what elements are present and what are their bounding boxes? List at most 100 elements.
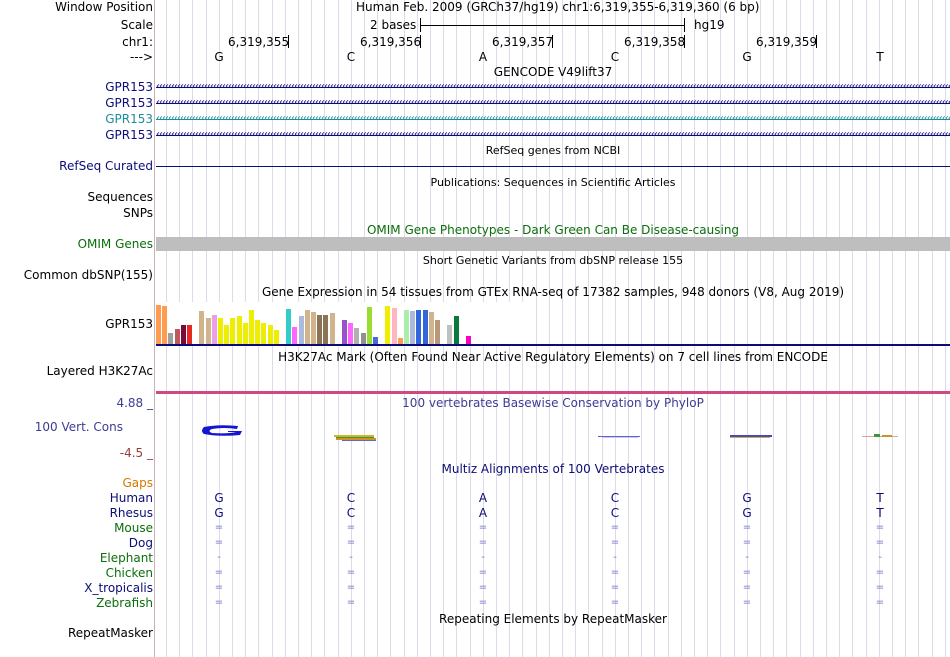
alignment-base: = <box>346 582 356 593</box>
gtex-tissue-bar[interactable] <box>187 325 192 345</box>
gtex-tissue-bar[interactable] <box>255 320 260 345</box>
sequences-label[interactable]: Sequences <box>87 190 153 204</box>
logo-t-smear <box>862 434 898 437</box>
alignment-base: = <box>875 582 885 593</box>
h3k27ac-track-label[interactable]: Layered H3K27Ac <box>46 364 153 378</box>
alignment-base: = <box>875 537 885 548</box>
gtex-tissue-bar[interactable] <box>311 312 316 345</box>
gtex-track-label[interactable]: GPR153 <box>105 317 153 331</box>
gtex-tissue-bar[interactable] <box>342 320 347 345</box>
gtex-tissue-bar[interactable] <box>286 309 291 345</box>
chrom-label[interactable]: chr1: <box>122 35 153 49</box>
species-label[interactable]: Elephant <box>99 551 153 565</box>
gtex-bars[interactable] <box>156 302 536 345</box>
gtex-tissue-bar[interactable] <box>237 316 242 345</box>
snps-label[interactable]: SNPs <box>123 206 153 220</box>
alignment-base: = <box>214 522 224 533</box>
species-label[interactable]: Mouse <box>114 521 153 535</box>
gtex-tissue-bar[interactable] <box>416 310 421 345</box>
gtex-tissue-bar[interactable] <box>181 325 186 345</box>
gtex-tissue-bar[interactable] <box>385 306 390 345</box>
gencode-gene-line[interactable]: ‹‹‹‹‹‹‹‹‹‹‹‹‹‹‹‹‹‹‹‹‹‹‹‹‹‹‹‹‹‹‹‹‹‹‹‹‹‹‹‹… <box>156 128 950 142</box>
gtex-tissue-bar[interactable] <box>466 336 471 345</box>
gridline <box>628 0 629 657</box>
gencode-gene-line[interactable]: ‹‹‹‹‹‹‹‹‹‹‹‹‹‹‹‹‹‹‹‹‹‹‹‹‹‹‹‹‹‹‹‹‹‹‹‹‹‹‹‹… <box>156 80 950 94</box>
omim-gene-bar[interactable] <box>156 237 950 251</box>
publications-track-title: Publications: Sequences in Scientific Ar… <box>430 176 676 189</box>
gtex-tissue-bar[interactable] <box>212 315 217 345</box>
gtex-tissue-bar[interactable] <box>454 316 459 345</box>
ruler-base: T <box>876 50 884 64</box>
gtex-tissue-bar[interactable] <box>268 325 273 345</box>
conservation-logo[interactable] <box>156 420 950 446</box>
conservation-track-label[interactable]: 100 Vert. Cons <box>34 420 123 434</box>
species-label[interactable]: Rhesus <box>109 506 153 520</box>
gtex-tissue-bar[interactable] <box>199 311 204 345</box>
gridline <box>852 0 853 657</box>
gtex-tissue-bar[interactable] <box>175 329 180 345</box>
gtex-tissue-bar[interactable] <box>292 327 297 345</box>
gtex-tissue-bar[interactable] <box>249 310 254 345</box>
gtex-tissue-bar[interactable] <box>354 328 359 345</box>
gtex-tissue-bar[interactable] <box>435 320 440 345</box>
gtex-tissue-bar[interactable] <box>429 312 434 345</box>
omim-track-label[interactable]: OMIM Genes <box>77 237 153 251</box>
gtex-tissue-bar[interactable] <box>261 323 266 345</box>
gtex-tissue-bar[interactable] <box>162 306 167 345</box>
alignment-base: G <box>742 506 752 520</box>
gtex-tissue-bar[interactable] <box>168 333 173 345</box>
ruler-tick-mark <box>684 35 685 48</box>
gtex-tissue-bar[interactable] <box>218 318 223 345</box>
gridline <box>932 0 933 657</box>
gtex-tissue-bar[interactable] <box>348 323 353 345</box>
gtex-tissue-bar[interactable] <box>373 337 378 345</box>
species-label[interactable]: Dog <box>128 536 153 550</box>
gtex-tissue-bar[interactable] <box>410 311 415 345</box>
gencode-track-title: GENCODE V49lift37 <box>493 65 613 79</box>
alignment-base: A <box>478 491 488 505</box>
gencode-gene-line[interactable]: ‹‹‹‹‹‹‹‹‹‹‹‹‹‹‹‹‹‹‹‹‹‹‹‹‹‹‹‹‹‹‹‹‹‹‹‹‹‹‹‹… <box>156 112 950 126</box>
gridline <box>536 0 537 657</box>
gencode-gene-label[interactable]: GPR153 <box>105 128 153 142</box>
gaps-label[interactable]: Gaps <box>122 476 153 490</box>
species-label[interactable]: X_tropicalis <box>84 581 153 595</box>
gtex-tissue-bar[interactable] <box>447 325 452 345</box>
gtex-tissue-bar[interactable] <box>404 310 409 345</box>
gtex-tissue-bar[interactable] <box>330 313 335 345</box>
strand-label[interactable]: ---> <box>129 50 153 64</box>
dbsnp-track-label[interactable]: Common dbSNP(155) <box>23 268 153 282</box>
gtex-tissue-bar[interactable] <box>243 323 248 345</box>
alignment-base: - <box>613 552 617 563</box>
gtex-tissue-bar[interactable] <box>274 330 279 345</box>
gtex-tissue-bar[interactable] <box>206 318 211 345</box>
species-label[interactable]: Human <box>109 491 153 505</box>
gtex-tissue-bar[interactable] <box>156 305 161 345</box>
gtex-tissue-bar[interactable] <box>398 338 403 345</box>
gtex-tissue-bar[interactable] <box>423 310 428 345</box>
gtex-tissue-bar[interactable] <box>323 315 328 345</box>
h3k27ac-signal-line[interactable] <box>156 391 950 394</box>
gencode-gene-label[interactable]: GPR153 <box>105 80 153 94</box>
gtex-tissue-bar[interactable] <box>305 310 310 345</box>
species-label[interactable]: Chicken <box>105 566 153 580</box>
gtex-tissue-bar[interactable] <box>224 325 229 345</box>
refseq-track-label[interactable]: RefSeq Curated <box>59 159 153 173</box>
gtex-expression-chart[interactable] <box>156 300 950 346</box>
gtex-tissue-bar[interactable] <box>299 316 304 345</box>
gtex-tissue-bar[interactable] <box>361 333 366 345</box>
alignment-base: - <box>481 552 485 563</box>
gencode-gene-line[interactable]: ‹‹‹‹‹‹‹‹‹‹‹‹‹‹‹‹‹‹‹‹‹‹‹‹‹‹‹‹‹‹‹‹‹‹‹‹‹‹‹‹… <box>156 96 950 110</box>
gtex-tissue-bar[interactable] <box>367 307 372 345</box>
repeatmasker-track-label[interactable]: RepeatMasker <box>67 626 153 640</box>
gtex-track-title: Gene Expression in 54 tissues from GTEx … <box>261 285 845 299</box>
gtex-tissue-bar[interactable] <box>392 308 397 345</box>
gencode-gene-label[interactable]: GPR153 <box>105 112 153 126</box>
gencode-gene-label[interactable]: GPR153 <box>105 96 153 110</box>
gtex-tissue-bar[interactable] <box>230 318 235 345</box>
ruler-base: A <box>478 50 488 64</box>
alignment-base: = <box>346 522 356 533</box>
refseq-gene-line[interactable] <box>156 166 950 167</box>
gtex-tissue-bar[interactable] <box>317 315 322 345</box>
species-label[interactable]: Zebrafish <box>96 596 153 610</box>
